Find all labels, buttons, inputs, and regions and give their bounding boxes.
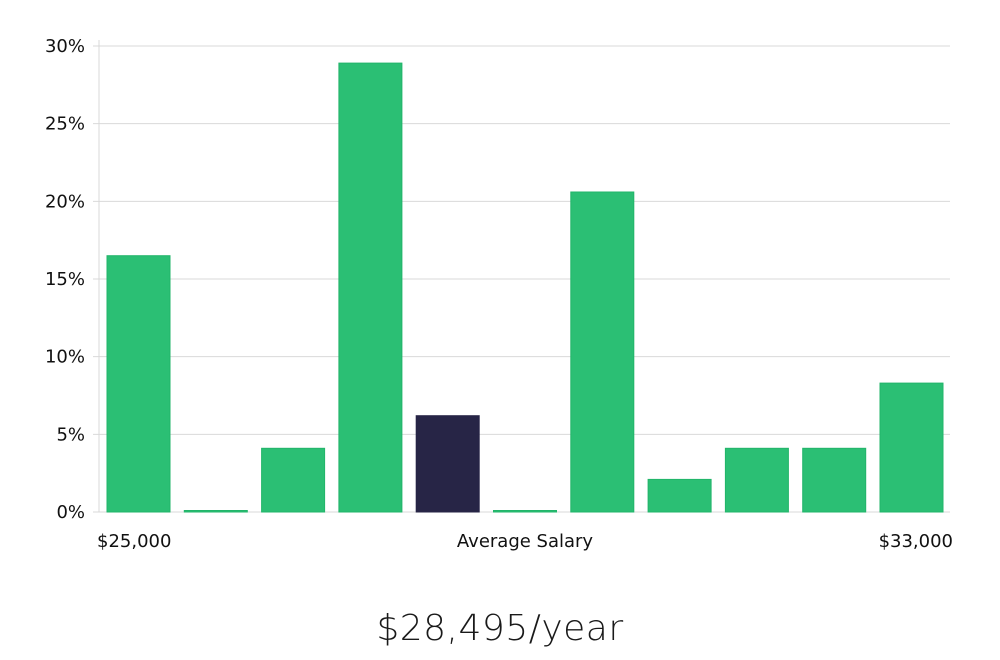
y-tick-label: 20%	[45, 191, 85, 212]
x-axis-title: Average Salary	[457, 531, 594, 552]
y-tick-label: 5%	[56, 424, 85, 445]
bar	[570, 191, 635, 513]
x-axis-min-label: $25,000	[97, 531, 171, 552]
y-tick-label: 15%	[45, 269, 85, 290]
bar	[493, 510, 557, 513]
bar	[802, 447, 867, 513]
bar	[338, 62, 403, 513]
y-tick-label: 25%	[45, 114, 85, 135]
salary-distribution-chart: 0% 5% 10% 15% 20% 25% 30% $25,000 Average Sala…	[45, 36, 953, 552]
bar-highlighted	[415, 415, 480, 513]
y-tick-label: 0%	[56, 502, 85, 523]
bar	[647, 478, 712, 513]
bar	[724, 447, 789, 513]
bar	[183, 510, 248, 513]
y-tick-label: 10%	[45, 347, 85, 368]
chart-bars	[106, 62, 944, 513]
y-axis-ticks: 0% 5% 10% 15% 20% 25% 30%	[45, 36, 85, 523]
bar	[261, 447, 326, 513]
bar	[879, 382, 944, 513]
bar	[106, 255, 171, 513]
y-tick-label: 30%	[45, 36, 85, 57]
x-axis-max-label: $33,000	[879, 531, 953, 552]
chart-grid	[93, 40, 950, 513]
average-salary-value: $28,495/year	[376, 608, 624, 649]
